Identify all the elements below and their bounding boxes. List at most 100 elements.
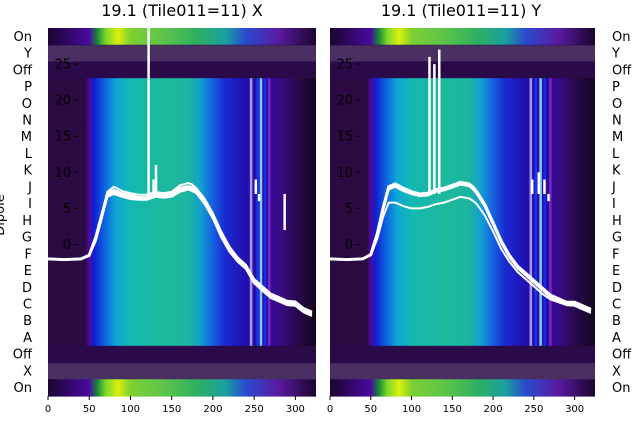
heatmap-row-o (48, 94, 316, 113)
y-tick-label: 15 (336, 130, 353, 145)
y-tick-label: 0 (345, 238, 353, 253)
heatmap-row-f (48, 245, 316, 263)
rfi-stripe (263, 78, 267, 346)
heatmap-plot-area: 0 5 10 15 20 25 (47, 28, 316, 397)
heatmap-row-on (48, 379, 316, 397)
row-label: L (612, 147, 620, 162)
row-label: I (28, 197, 32, 212)
x-tick-label: 200 (203, 404, 222, 415)
y-tick-label: 5 (63, 202, 71, 217)
row-label: C (23, 298, 32, 313)
heatmap-row-p (48, 78, 316, 96)
x-tick-label: 300 (565, 404, 584, 415)
row-label: Off (13, 63, 33, 78)
row-label: M (21, 130, 32, 145)
heatmap-row-y (48, 44, 316, 63)
row-label: F (612, 247, 619, 262)
row-label: X (23, 364, 32, 379)
heatmap-row-m (48, 128, 316, 146)
y-tick-label: 5 (345, 202, 353, 217)
heatmap-row-d (330, 278, 595, 297)
x-tick-label: 250 (524, 404, 543, 415)
y-axis-label: Dipole (0, 194, 8, 235)
row-label: On (612, 30, 630, 45)
y-tick-label: 15 (54, 130, 71, 145)
heatmap-row-y (330, 44, 595, 63)
heatmap-row-k (330, 161, 595, 180)
heatmap-row-b (330, 312, 595, 330)
row-label: K (612, 164, 621, 179)
x-tick-label: 250 (245, 404, 264, 415)
x-tick-label: 0 (45, 404, 51, 415)
rfi-stripe (249, 78, 253, 346)
heatmap-row-p (330, 78, 595, 96)
rfi-stripe (543, 78, 546, 346)
heatmap-row-b (48, 312, 316, 330)
rfi-stripe (534, 78, 537, 346)
heatmap-row-e (48, 262, 316, 280)
spectrum-trace (329, 182, 592, 312)
y-tick-label: 20 (54, 94, 71, 109)
y-tick-label: 25 (336, 58, 353, 73)
heatmap-row-e (330, 262, 595, 280)
heatmap-row-n (48, 111, 316, 129)
x-axis: 0 50 100 150 200 250 300 (45, 396, 305, 415)
rfi-stripe (529, 78, 533, 346)
heatmap-row-l (48, 145, 316, 163)
row-label: D (612, 281, 622, 296)
row-label: On (14, 30, 32, 45)
heatmap-row-off (330, 345, 595, 364)
heatmap-row-o (330, 94, 595, 113)
heatmap-row-k (48, 161, 316, 180)
x-tick-label: 200 (484, 404, 503, 415)
row-label: J (611, 180, 616, 195)
row-label: C (612, 298, 621, 313)
x-tick-label: 100 (402, 404, 421, 415)
row-label: O (22, 97, 32, 112)
y-tick-label: 25 (54, 58, 71, 73)
row-label: K (23, 164, 32, 179)
heatmap-row-c (48, 295, 316, 313)
row-label: M (612, 130, 623, 145)
row-label: F (25, 247, 32, 262)
row-label: Off (612, 348, 632, 363)
heatmap-row-m (330, 128, 595, 146)
rfi-stripe (549, 78, 552, 346)
x-tick-label: 100 (121, 404, 140, 415)
heatmap-row-n (330, 111, 595, 129)
row-label: G (22, 231, 32, 246)
y-tick-label: 10 (54, 166, 71, 181)
x-tick-label: 50 (83, 404, 96, 415)
heatmap-row-a (330, 329, 595, 347)
rfi-stripe (259, 78, 263, 346)
x-tick-label: 0 (327, 404, 333, 415)
x-tick-label: 150 (162, 404, 181, 415)
heatmap-row-c (330, 295, 595, 313)
rfi-stripe (268, 78, 271, 346)
row-label: On (612, 381, 630, 396)
row-label: E (24, 264, 32, 279)
heatmap-row-on (330, 28, 595, 46)
y-tick-label: 10 (336, 166, 353, 181)
row-label: P (24, 80, 32, 95)
row-label: O (612, 97, 622, 112)
heatmap-row-x (330, 362, 595, 380)
y-tick-label: 0 (63, 238, 71, 253)
heatmap-row-on (48, 28, 316, 46)
heatmap-row-g (330, 228, 595, 247)
row-label: L (25, 147, 33, 162)
x-axis: 0 50 100 150 200 250 300 (327, 396, 584, 415)
heatmap-row-l (330, 145, 595, 163)
heatmap-row-j (330, 178, 595, 196)
chart-title: 19.1 (Tile011=11) Y (381, 1, 542, 20)
row-label: D (22, 281, 32, 296)
x-tick-label: 50 (364, 404, 377, 415)
row-label: J (27, 180, 32, 195)
x-tick-label: 150 (443, 404, 462, 415)
row-label: Y (23, 47, 32, 62)
row-label: On (14, 381, 32, 396)
chart-title: 19.1 (Tile011=11) X (101, 1, 263, 20)
